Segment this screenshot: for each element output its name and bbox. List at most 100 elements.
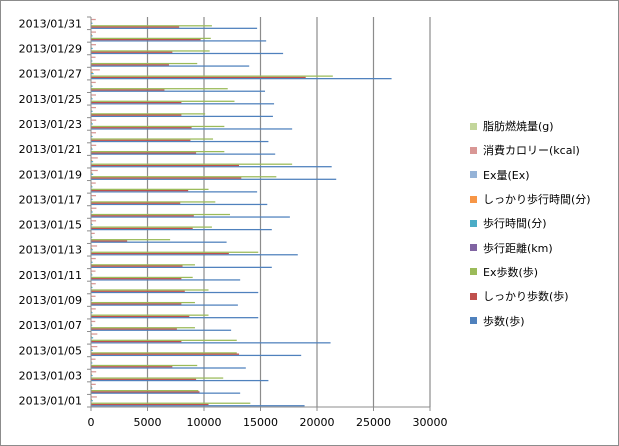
legend-label: しっかり歩行時間(分) <box>483 193 591 207</box>
bar <box>91 349 93 352</box>
bar <box>91 90 266 92</box>
bar <box>91 113 206 115</box>
bar <box>91 261 93 263</box>
bar <box>91 339 237 341</box>
bar <box>91 257 96 260</box>
bar <box>91 44 96 46</box>
bar <box>91 392 241 394</box>
bar <box>91 327 195 329</box>
bar <box>91 283 96 285</box>
bar <box>91 139 191 141</box>
bar <box>91 148 93 150</box>
bar <box>91 39 201 41</box>
bar <box>91 337 94 339</box>
bar <box>91 37 211 40</box>
bar <box>91 251 259 253</box>
y-tick-label: 2013/01/17 <box>19 193 82 206</box>
legend: 脂肪燃焼量(g) 消費カロリー(kcal) Ex量(Ex) しっかり歩行時間(分) 歩行… <box>470 114 615 333</box>
x-tick-label: 25000 <box>356 416 391 429</box>
legend-item: 歩数(歩) <box>470 308 615 332</box>
legend-label: 歩数(歩) <box>483 314 525 328</box>
bar <box>91 69 100 71</box>
bar <box>91 103 275 105</box>
bar <box>91 51 173 53</box>
legend-label: 歩行時間(分) <box>483 217 547 231</box>
bar <box>91 239 171 241</box>
bar <box>91 178 337 180</box>
bar <box>91 328 177 330</box>
bar <box>91 135 93 138</box>
bar <box>91 40 267 42</box>
bar <box>91 182 96 184</box>
bar <box>91 89 165 91</box>
bar <box>91 166 332 168</box>
bar <box>91 172 93 174</box>
bar <box>91 65 250 67</box>
bar <box>91 157 98 159</box>
bar <box>91 98 93 100</box>
y-axis-tick-labels: 2013/01/01 2013/01/03 2013/01/05 2013/01/07… <box>19 17 82 407</box>
legend-item: 歩行時間(分) <box>470 211 615 235</box>
bar <box>91 362 93 364</box>
bar <box>91 398 93 401</box>
bar <box>91 286 93 289</box>
x-tick-label: 15000 <box>243 416 278 429</box>
legend-item: 脂肪燃焼量(g) <box>470 114 615 138</box>
bar <box>91 358 96 360</box>
bar <box>91 216 290 218</box>
legend-swatch <box>470 317 477 325</box>
legend-item: しっかり歩数(歩) <box>470 284 615 308</box>
bar <box>91 76 306 79</box>
bar <box>91 245 98 247</box>
bar <box>91 123 93 125</box>
bar <box>91 276 193 279</box>
y-tick-label: 2013/01/07 <box>19 319 82 332</box>
bar <box>91 403 209 406</box>
bar <box>91 291 259 294</box>
bar <box>91 100 235 102</box>
bar <box>91 289 209 291</box>
bar <box>91 164 240 167</box>
bar <box>91 215 194 217</box>
bar <box>91 374 93 377</box>
bar <box>91 153 276 155</box>
bar <box>91 240 128 242</box>
y-tick-label: 2013/01/25 <box>19 93 82 106</box>
bar <box>91 379 269 382</box>
bar <box>91 223 93 226</box>
x-tick-label: 30000 <box>413 416 448 429</box>
bar <box>91 152 197 154</box>
legend-swatch <box>470 146 477 154</box>
bar <box>91 340 182 343</box>
bar <box>91 303 182 305</box>
x-tick-label: 0 <box>88 416 95 429</box>
bar <box>91 56 96 58</box>
bar <box>91 378 197 380</box>
bar <box>91 119 97 121</box>
bar <box>91 402 251 404</box>
bar <box>91 387 93 389</box>
bar <box>91 140 269 143</box>
bar <box>91 314 209 316</box>
legend-item: しっかり歩行時間(分) <box>470 187 615 211</box>
bar <box>91 202 181 204</box>
bar <box>91 301 195 304</box>
bar <box>91 377 224 379</box>
bar <box>91 252 229 255</box>
bar <box>91 348 93 350</box>
bar <box>91 26 180 28</box>
bar <box>91 315 190 318</box>
bar <box>91 64 169 66</box>
bar <box>91 173 94 175</box>
bar <box>91 81 96 84</box>
legend-swatch <box>470 292 477 300</box>
bar <box>91 249 93 251</box>
bar <box>91 342 331 344</box>
bar <box>91 265 183 267</box>
bar <box>91 232 95 235</box>
y-tick-label: 2013/01/29 <box>19 42 82 55</box>
bar <box>91 317 259 319</box>
bar <box>91 106 96 109</box>
bar <box>91 85 93 87</box>
